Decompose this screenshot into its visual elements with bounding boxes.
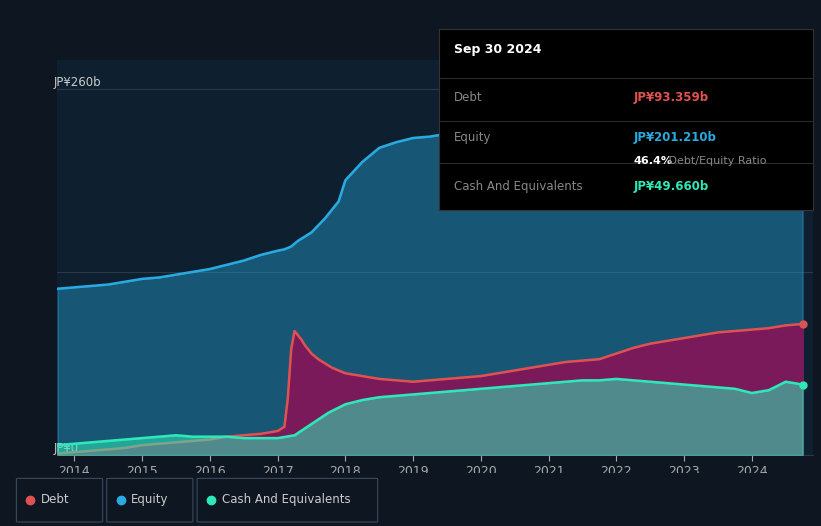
Text: JP¥260b: JP¥260b bbox=[53, 76, 101, 89]
Text: Debt: Debt bbox=[41, 493, 70, 506]
Text: JP¥201.210b: JP¥201.210b bbox=[634, 132, 717, 144]
Text: JP¥49.660b: JP¥49.660b bbox=[634, 180, 709, 194]
Text: Cash And Equivalents: Cash And Equivalents bbox=[454, 180, 583, 194]
Text: Equity: Equity bbox=[454, 132, 492, 144]
Text: Equity: Equity bbox=[131, 493, 169, 506]
Text: Debt: Debt bbox=[454, 92, 483, 104]
Text: Sep 30 2024: Sep 30 2024 bbox=[454, 44, 542, 56]
Text: JP¥93.359b: JP¥93.359b bbox=[634, 92, 709, 104]
Text: 46.4%: 46.4% bbox=[634, 156, 672, 166]
Text: JP¥0: JP¥0 bbox=[53, 442, 79, 455]
Text: Cash And Equivalents: Cash And Equivalents bbox=[222, 493, 351, 506]
Text: Debt/Equity Ratio: Debt/Equity Ratio bbox=[665, 156, 767, 166]
